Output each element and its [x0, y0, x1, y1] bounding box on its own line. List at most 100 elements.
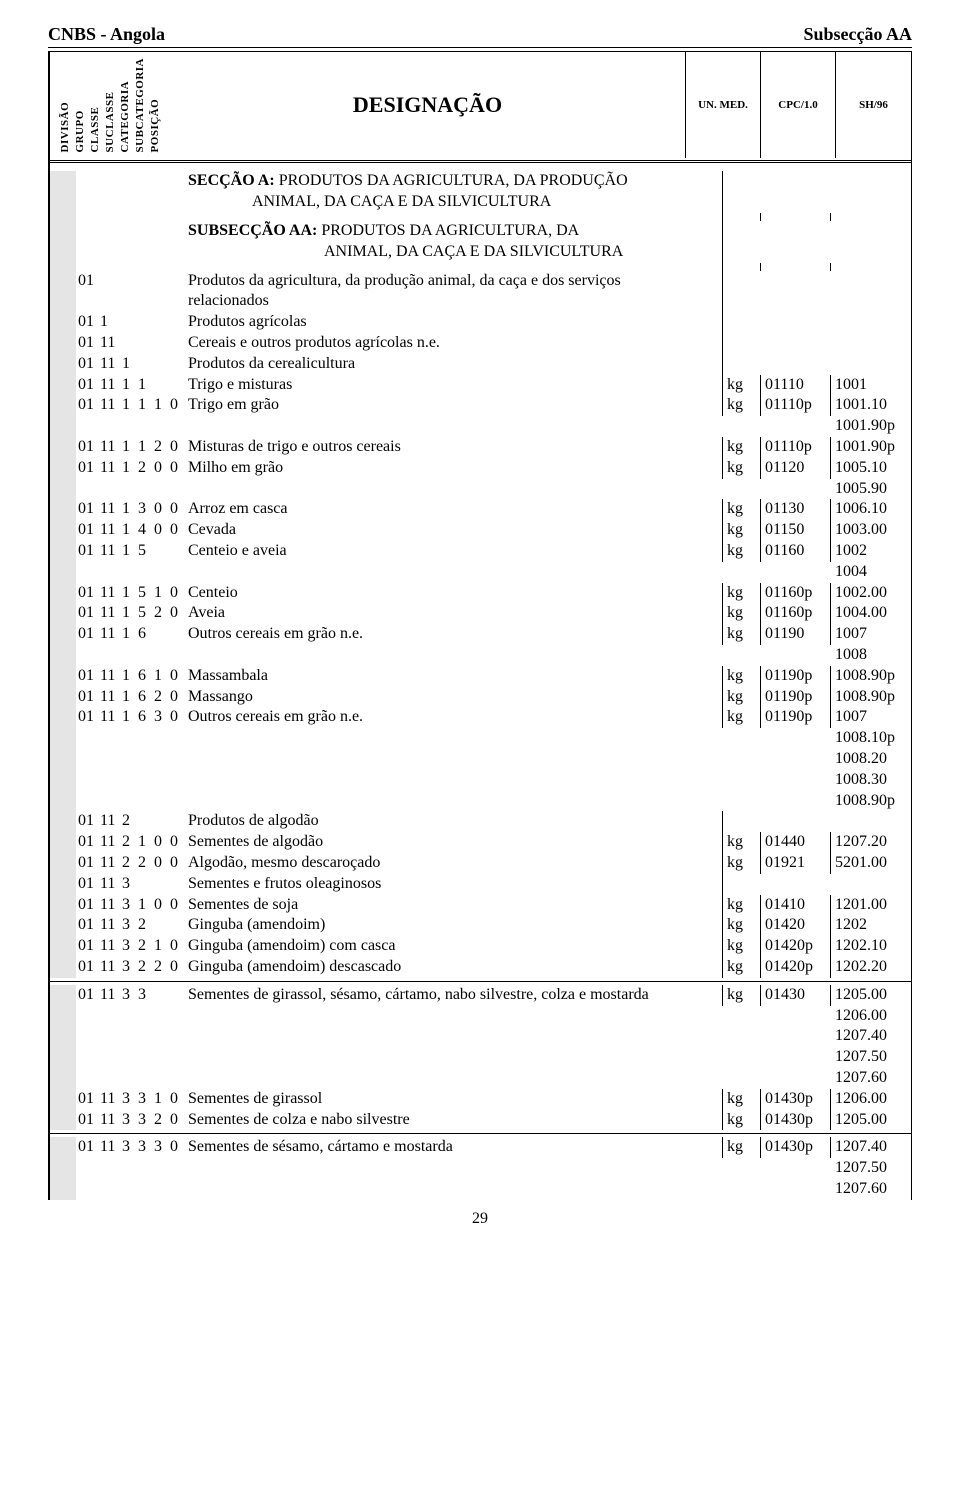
code-cell: 01: [76, 936, 98, 957]
description-cell: Sementes e frutos oleaginosos: [184, 874, 723, 895]
vertical-label: CATEGORIA: [118, 58, 132, 152]
table-row: 01111400Cevadakg011501003.00: [50, 520, 911, 541]
code-cell: 11: [98, 333, 120, 354]
code-cell: 01: [76, 853, 98, 874]
code-cell: 2: [136, 957, 152, 978]
vertical-label: SUBCATEGORIA: [133, 58, 147, 152]
table-row: 1008.30: [50, 770, 911, 791]
code-cell: 0: [152, 832, 168, 853]
code-cell: 11: [98, 1137, 120, 1158]
unit-cell: kg: [723, 520, 761, 541]
code-cell: 11: [98, 437, 120, 458]
code-cell: 0: [168, 957, 184, 978]
code-cell: 1: [120, 520, 136, 541]
unit-cell: kg: [723, 915, 761, 936]
table-row: 01111610Massambalakg01190p1008.90p: [50, 666, 911, 687]
code-cell: 11: [98, 520, 120, 541]
code-cell: 11: [98, 985, 120, 1006]
code-cell: 4: [136, 520, 152, 541]
sh-cell: 1007: [831, 624, 911, 645]
table-row: 1207.60: [50, 1179, 911, 1200]
description-cell: Aveia: [184, 603, 723, 624]
description-cell: Algodão, mesmo descaroçado: [184, 853, 723, 874]
vertical-label: POSIÇÃO: [148, 58, 162, 152]
code-cell: 11: [98, 583, 120, 604]
subsection-line1: PRODUTOS DA AGRICULTURA, DA: [317, 222, 579, 239]
section-row: SECÇÃO A: PRODUTOS DA AGRICULTURA, DA PR…: [50, 171, 911, 213]
description-cell: Arroz em casca: [184, 499, 723, 520]
table-row: 011111Trigo e misturaskg011101001: [50, 375, 911, 396]
table-row: 01111300Arroz em cascakg011301006.10: [50, 499, 911, 520]
table-row: 01111Produtos da cerealicultura: [50, 354, 911, 375]
code-cell: 3: [120, 1089, 136, 1110]
description-cell: Centeio: [184, 583, 723, 604]
code-cell: 11: [98, 395, 120, 416]
description-cell: Sementes de colza e nabo silvestre: [184, 1110, 723, 1131]
cpc-cell: 01190p: [761, 666, 831, 687]
code-cell: 0: [168, 603, 184, 624]
sh-cell: 1205.00: [831, 985, 911, 1006]
code-cell: 11: [98, 603, 120, 624]
table-row: 01113100Sementes de sojakg014101201.00: [50, 895, 911, 916]
table-row: 1005.90: [50, 479, 911, 500]
unit-cell: kg: [723, 687, 761, 708]
code-cell: 2: [152, 687, 168, 708]
description-cell: Ginguba (amendoim) descascado: [184, 957, 723, 978]
code-cell: 0: [152, 895, 168, 916]
sh-cell: 1005.90: [831, 479, 911, 500]
section-line2: ANIMAL, DA CAÇA E DA SILVICULTURA: [188, 193, 551, 210]
cpc-cell: 01430p: [761, 1089, 831, 1110]
unit-cell: kg: [723, 603, 761, 624]
description-cell: Massambala: [184, 666, 723, 687]
code-cell: 1: [152, 1089, 168, 1110]
table-row: 011116Outros cereais em grão n.e.kg01190…: [50, 624, 911, 645]
code-cell: 0: [168, 395, 184, 416]
table-row: 011132Ginguba (amendoim)kg014201202: [50, 915, 911, 936]
code-cell: 11: [98, 957, 120, 978]
unit-cell: kg: [723, 707, 761, 728]
table-row: 01113310Sementes de girassolkg01430p1206…: [50, 1089, 911, 1110]
sh-cell: 1202: [831, 915, 911, 936]
code-cell: 0: [152, 520, 168, 541]
table-row: 011115Centeio e aveiakg011601002: [50, 541, 911, 562]
unit-cell: kg: [723, 624, 761, 645]
table-row: 01113220Ginguba (amendoim) descascadokg0…: [50, 957, 911, 978]
table-row: 01112200Algodão, mesmo descaroçadokg0192…: [50, 853, 911, 874]
sh-cell: 1001.10: [831, 395, 911, 416]
sh-cell: 1202.20: [831, 957, 911, 978]
unit-cell: kg: [723, 499, 761, 520]
section-line1: PRODUTOS DA AGRICULTURA, DA PRODUÇÃO: [275, 172, 628, 189]
vertical-labels: DIVISÃOGRUPOCLASSESUCLASSECATEGORIASUBCA…: [58, 58, 163, 152]
code-cell: 2: [136, 853, 152, 874]
unit-cell: kg: [723, 1137, 761, 1158]
unit-cell: kg: [723, 458, 761, 479]
subsection-title: SUBSECÇÃO AA:: [188, 222, 317, 239]
cpc-cell: 01120: [761, 458, 831, 479]
description-cell: relacionados: [184, 291, 723, 312]
code-cell: 0: [168, 458, 184, 479]
table-row: 01113Sementes e frutos oleaginosos: [50, 874, 911, 895]
cpc-cell: 01160: [761, 541, 831, 562]
table-row: 1008.20: [50, 749, 911, 770]
code-cell: 01: [76, 915, 98, 936]
cpc-cell: 01130: [761, 499, 831, 520]
cpc-cell: 01420p: [761, 957, 831, 978]
cpc-cell: 01160p: [761, 603, 831, 624]
sh-cell: 5201.00: [831, 853, 911, 874]
code-cell: 3: [136, 1137, 152, 1158]
code-cell: 0: [152, 458, 168, 479]
sh-cell: 1202.10: [831, 936, 911, 957]
code-cell: 1: [120, 541, 136, 562]
table-row: 01113320Sementes de colza e nabo silvest…: [50, 1110, 911, 1131]
cpc-cell: 01410: [761, 895, 831, 916]
code-cell: 1: [120, 687, 136, 708]
code-cell: 1: [152, 936, 168, 957]
code-cell: 11: [98, 895, 120, 916]
table-row: 1207.50: [50, 1158, 911, 1179]
cpc-header: CPC/1.0: [761, 52, 836, 158]
code-cell: 2: [120, 832, 136, 853]
code-cell: 01: [76, 811, 98, 832]
cpc-cell: 01430p: [761, 1137, 831, 1158]
unit-cell: kg: [723, 895, 761, 916]
unit-cell: kg: [723, 853, 761, 874]
